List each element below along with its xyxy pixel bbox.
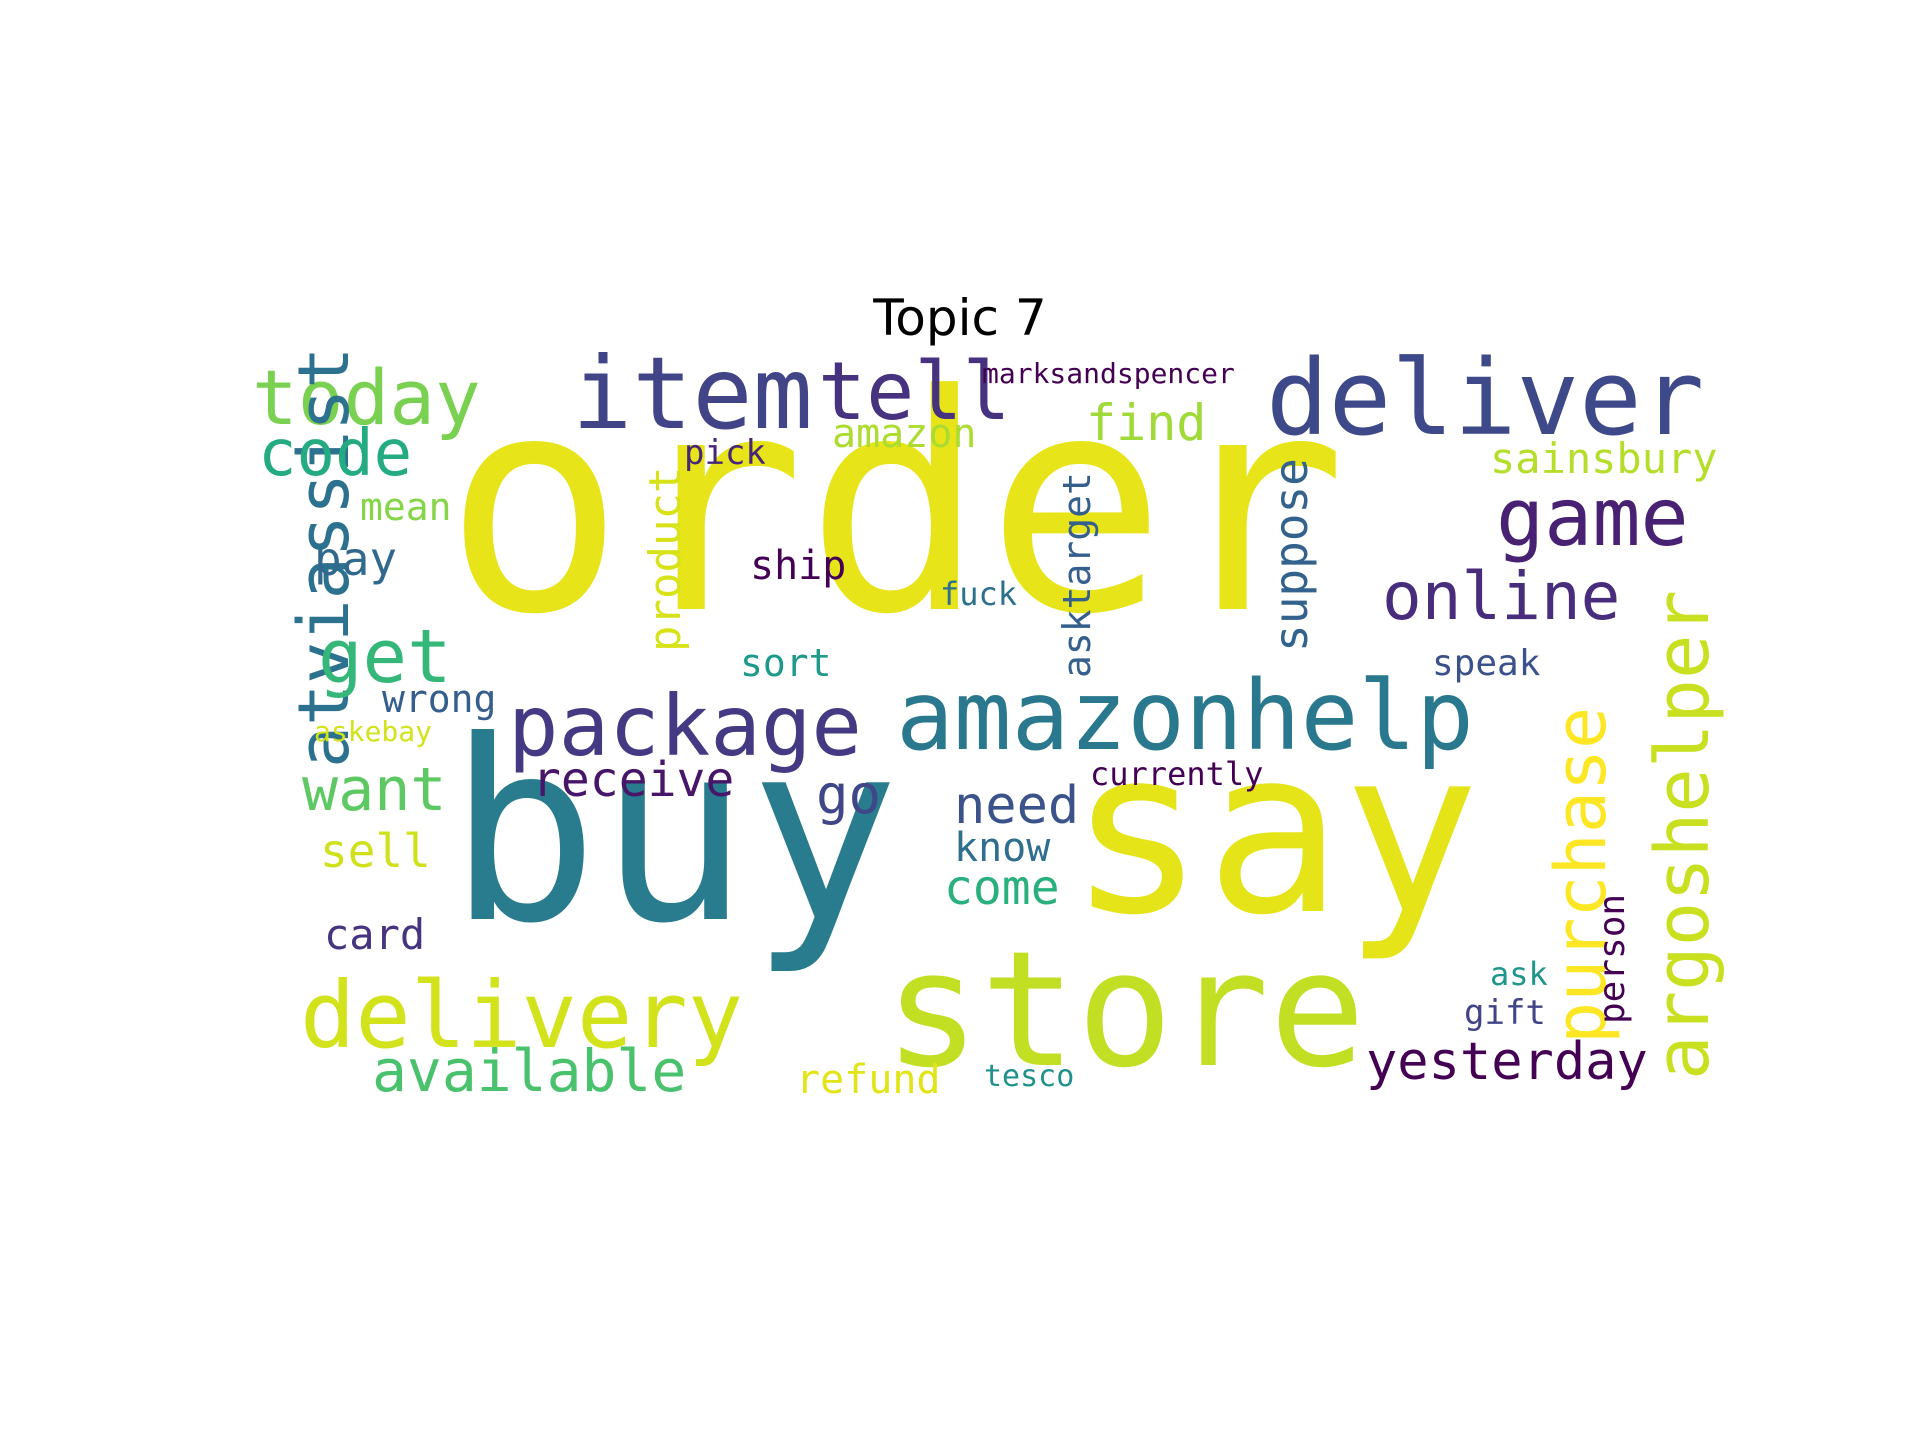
word-find: find — [1086, 394, 1207, 452]
word-pick: pick — [684, 433, 766, 473]
word-sell: sell — [320, 824, 431, 878]
word-ask: ask — [1490, 955, 1548, 993]
word-amazon: amazon — [832, 411, 977, 457]
word-know: know — [954, 825, 1051, 871]
word-wrong: wrong — [382, 677, 497, 721]
figure-title: Topic 7 — [873, 289, 1047, 347]
word-buy: buy — [448, 687, 900, 978]
word-mean: mean — [360, 485, 452, 529]
word-say: say — [1068, 699, 1480, 965]
word-sainsbury: sainsbury — [1490, 434, 1718, 483]
word-available: available — [372, 1037, 687, 1105]
word-receive: receive — [532, 752, 735, 808]
word-item: item — [572, 335, 813, 452]
word-refund: refund — [796, 1057, 941, 1103]
word-store: store — [884, 916, 1366, 1103]
word-tell: tell — [818, 345, 1011, 438]
word-deliver: deliver — [1266, 337, 1705, 459]
word-order: order — [444, 331, 1348, 680]
word-online: online — [1382, 558, 1621, 635]
word-marksandspencer: marksandspencer — [982, 357, 1235, 390]
word-need: need — [954, 776, 1080, 836]
word-currently: currently — [1090, 755, 1264, 793]
word-come: come — [944, 860, 1060, 916]
word-speak: speak — [1432, 643, 1541, 684]
word-gift: gift — [1464, 993, 1546, 1033]
word-go: go — [816, 763, 882, 826]
word-sort: sort — [740, 641, 832, 685]
word-askebay: askebay — [314, 715, 433, 748]
word-today: today — [252, 353, 481, 442]
word-asktarget: asktarget — [1055, 472, 1099, 678]
word-get: get — [318, 614, 452, 700]
word-argoshelper: argoshelper — [1640, 589, 1726, 1080]
word-fuck: fuck — [940, 575, 1018, 613]
word-product: product — [640, 466, 691, 652]
word-suppose: suppose — [1264, 458, 1318, 652]
word-pay: pay — [314, 532, 398, 586]
word-ship: ship — [750, 543, 847, 589]
word-tesco: tesco — [984, 1059, 1075, 1094]
word-game: game — [1496, 471, 1689, 564]
word-person: person — [1592, 893, 1633, 1024]
word-yesterday: yesterday — [1366, 1032, 1648, 1092]
word-delivery: delivery — [300, 962, 744, 1069]
word-amazonhelp: amazonhelp — [896, 660, 1474, 772]
word-code: code — [258, 417, 413, 491]
word-want: want — [302, 755, 447, 825]
word-card: card — [324, 910, 426, 959]
word-package: package — [508, 677, 863, 775]
